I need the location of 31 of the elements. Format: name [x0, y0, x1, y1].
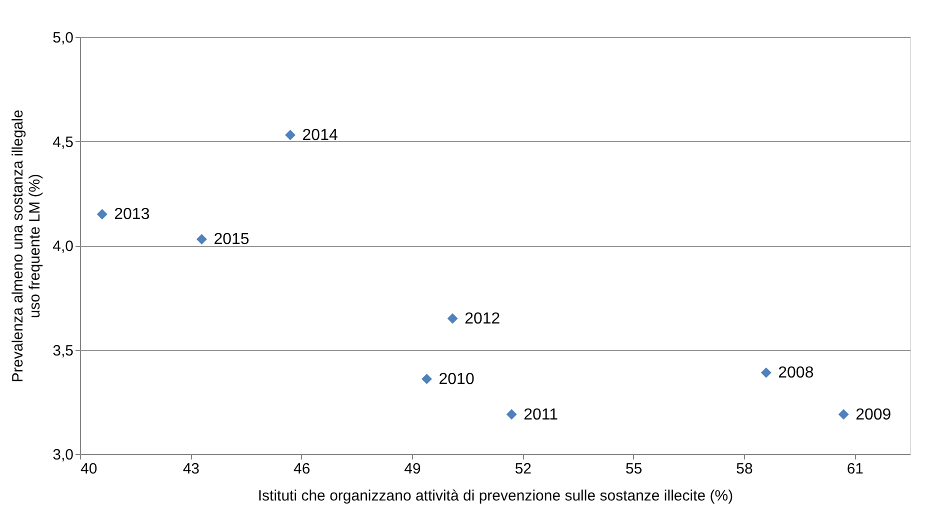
point	[447, 313, 458, 324]
x-tick-label: 40	[80, 460, 98, 478]
annotation: 2011	[524, 406, 558, 424]
x-tick-label: 55	[625, 460, 642, 478]
x-tick-label: 46	[293, 460, 310, 478]
x-tick-label: 61	[846, 460, 864, 478]
y-tick-label: 5,0	[52, 30, 74, 46]
y-tick-label: 3,5	[52, 342, 74, 360]
point	[506, 409, 517, 420]
point	[838, 409, 849, 420]
annotation: 2014	[302, 126, 338, 144]
point	[96, 208, 108, 220]
x-tick-label: 43	[182, 460, 200, 478]
annotation: 2013	[114, 206, 150, 224]
x-tick-label: 52	[514, 460, 532, 478]
annotation: 2010	[438, 370, 474, 388]
x-tick-label: 58	[736, 460, 753, 478]
point	[285, 130, 296, 140]
y-tick-label: 4,5	[52, 134, 74, 151]
annotation: 2012	[464, 310, 500, 328]
annotation: 2009	[856, 406, 892, 424]
y-tick-label: 4,0	[52, 238, 74, 255]
x-tick-label: 49	[404, 460, 421, 478]
annotation: 2008	[778, 364, 814, 382]
x-axis-title: Istituti che organizzano attività di prevenzione sulle sostanze illecite (%)	[258, 488, 734, 504]
point	[760, 367, 772, 378]
y-axis-title: Prevalenza almeno una sostanza illegale uso frequente LM (%)	[10, 110, 44, 382]
annotation: 2015	[214, 231, 250, 248]
y-tick-label: 3,0	[52, 446, 74, 464]
point	[422, 374, 432, 384]
point	[196, 234, 207, 244]
